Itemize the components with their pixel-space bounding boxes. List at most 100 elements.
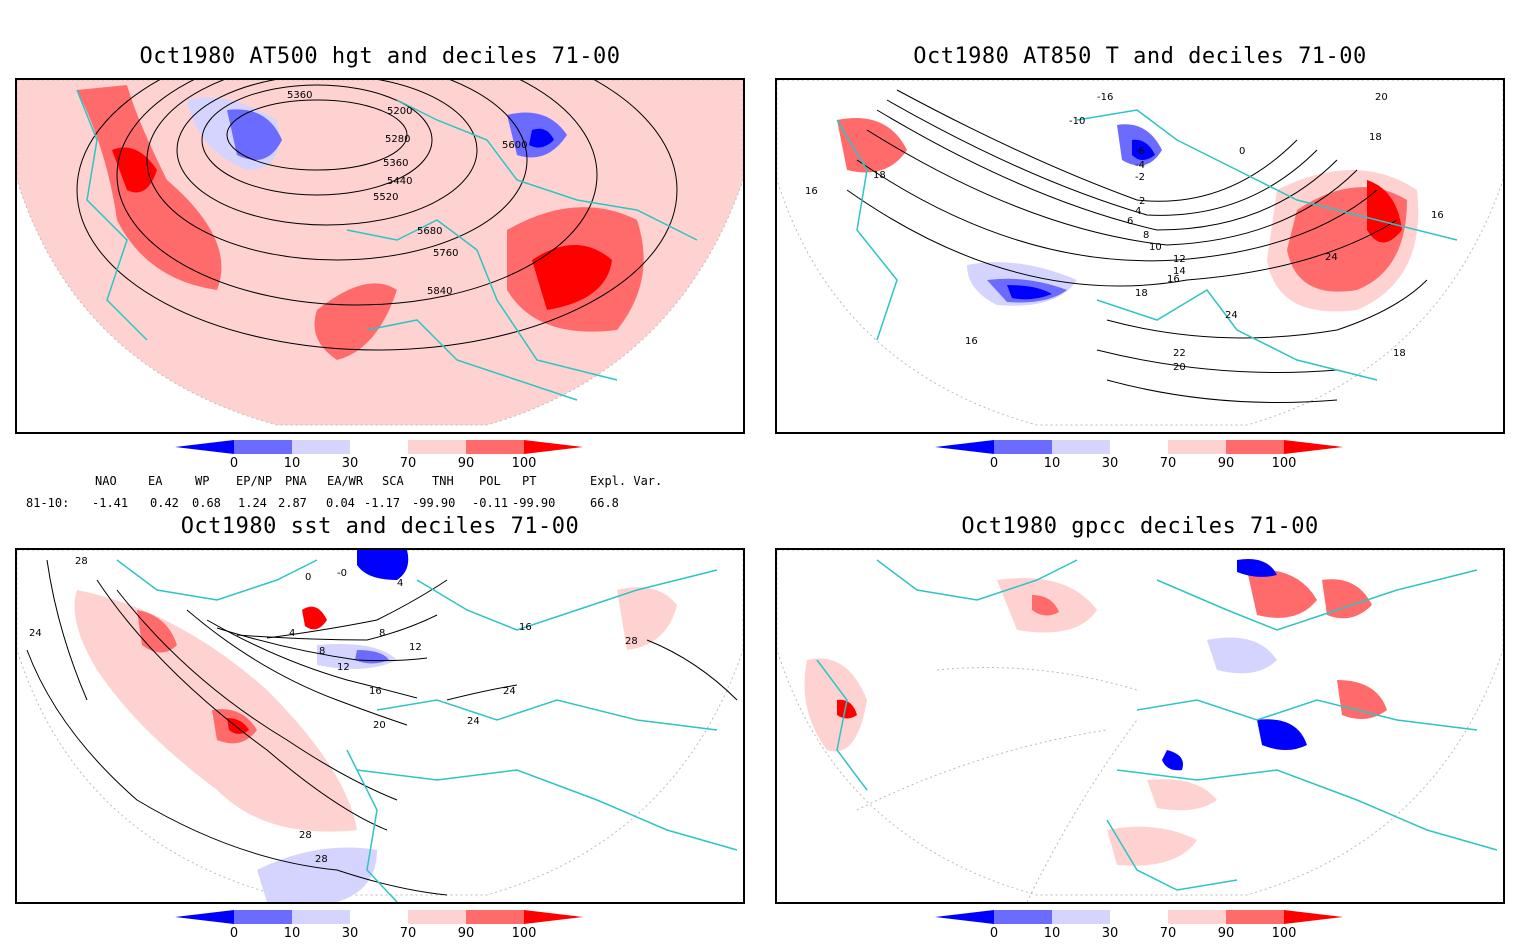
colorbar-swatch xyxy=(1284,440,1343,454)
contour-label: 0 xyxy=(1239,146,1245,157)
colorbar-tick: 0 xyxy=(989,926,999,941)
anomaly-strong-red xyxy=(302,606,327,630)
colorbar-swatch xyxy=(1110,440,1168,454)
index-value: 0.68 xyxy=(192,496,221,510)
colorbar-tick: 10 xyxy=(1043,456,1061,471)
anomaly-blue xyxy=(227,109,282,160)
index-value: 0.04 xyxy=(326,496,355,510)
contour-label: 4 xyxy=(1135,206,1141,217)
coastlines xyxy=(116,559,738,902)
contour-label: 12 xyxy=(337,662,350,673)
anomaly-red xyxy=(77,85,222,290)
colorbar-tick: 30 xyxy=(341,926,359,941)
contour-label: 16 xyxy=(965,336,978,347)
colorbar-tick: 10 xyxy=(1043,926,1061,941)
colorbar-swatch xyxy=(935,910,994,924)
colorbar-labels: 0 10 30 70 90 100 xyxy=(935,456,1355,472)
panel-title-sst: Oct1980 sst and deciles 71-00 xyxy=(180,514,580,539)
colorbar-swatch xyxy=(1226,910,1284,924)
colorbar-tick: 30 xyxy=(1101,926,1119,941)
index-value: -99.90 xyxy=(412,496,456,510)
colorbar: 0 10 30 70 90 100 xyxy=(175,438,595,474)
contour-label: 18 xyxy=(1369,132,1382,143)
contour-label: -16 xyxy=(1097,92,1113,103)
colorbar-swatches xyxy=(935,440,1343,454)
coastlines xyxy=(836,109,1458,381)
colorbar-tick: 70 xyxy=(1159,926,1177,941)
contour-label: 5360 xyxy=(383,158,408,169)
colorbar-swatch xyxy=(994,440,1052,454)
colorbar-swatch xyxy=(234,440,292,454)
colorbar-swatch xyxy=(350,910,408,924)
contour-label: 0 xyxy=(305,572,311,583)
index-header: EP/NP xyxy=(236,474,273,488)
colorbar-tick: 70 xyxy=(399,926,417,941)
index-value: -1.17 xyxy=(364,496,401,510)
contour-label: 8 xyxy=(379,628,385,639)
panel-title-gpcc: Oct1980 gpcc deciles 71-00 xyxy=(961,514,1319,539)
colorbar-swatch xyxy=(234,910,292,924)
index-value: 1.24 xyxy=(238,496,267,510)
colorbar-swatch xyxy=(1168,440,1226,454)
colorbar-tick: 90 xyxy=(1217,926,1235,941)
contour-label: 2 xyxy=(1139,196,1145,207)
colorbar-swatch xyxy=(408,440,466,454)
contour-label: 16 xyxy=(1431,210,1444,221)
contour-label: -10 xyxy=(1069,116,1085,127)
anomaly-strong-red xyxy=(227,718,249,734)
anomaly-strong-blue xyxy=(1007,285,1052,300)
index-value: -0.11 xyxy=(472,496,509,510)
contour-label: 5520 xyxy=(373,192,398,203)
colorbar-swatches xyxy=(935,910,1343,924)
colorbar-tick: 90 xyxy=(457,926,475,941)
colorbar-tick: 70 xyxy=(1159,456,1177,471)
contour-label: 12 xyxy=(409,642,422,653)
index-header: EA xyxy=(148,474,163,488)
contour-label: 20 xyxy=(1173,362,1186,373)
contour-label: 28 xyxy=(75,556,88,567)
contour-label: 12 xyxy=(1173,254,1186,265)
colorbar-tick: 90 xyxy=(1217,456,1235,471)
panel-title-t850: Oct1980 AT850 T and deciles 71-00 xyxy=(913,44,1367,69)
contour-label: 10 xyxy=(1149,242,1162,253)
contour-label: 16 xyxy=(519,622,532,633)
anomaly-strong-red xyxy=(112,147,157,193)
colorbar-swatch xyxy=(524,910,583,924)
colorbar-swatches xyxy=(175,440,583,454)
index-header: EA/WR xyxy=(327,474,364,488)
contour-label: -2 xyxy=(1135,172,1145,183)
index-value: 66.8 xyxy=(590,496,619,510)
coastlines xyxy=(816,559,1498,891)
index-header: SCA xyxy=(382,474,404,488)
anomaly-strong-red xyxy=(1367,180,1402,243)
colorbar-tick: 0 xyxy=(229,926,239,941)
contour-label: 6 xyxy=(1127,216,1133,227)
anomaly-red xyxy=(837,118,907,173)
contour-label: 5360 xyxy=(287,90,312,101)
colorbar-swatch xyxy=(1284,910,1343,924)
contour-label: 16 xyxy=(369,686,382,697)
anomaly-strong-red xyxy=(532,245,612,310)
colorbar-swatch xyxy=(1226,440,1284,454)
contour-label: 24 xyxy=(29,628,42,639)
colorbar-tick: 30 xyxy=(1101,456,1119,471)
index-value: -1.41 xyxy=(92,496,129,510)
contour-label: 5760 xyxy=(433,248,458,259)
colorbar-tick: 10 xyxy=(283,456,301,471)
colorbar-swatch xyxy=(1110,910,1168,924)
contour-label: 28 xyxy=(299,830,312,841)
colorbar-tick: 0 xyxy=(229,456,239,471)
index-value: 2.87 xyxy=(278,496,307,510)
contour-label: 8 xyxy=(319,646,325,657)
map-t850: -16 -10 -6 -4 -2 0 2 4 6 8 10 12 14 16 1… xyxy=(775,78,1505,434)
colorbar-tick: 70 xyxy=(399,456,417,471)
index-header: NAO xyxy=(95,474,117,488)
contour-label: 5680 xyxy=(417,226,442,237)
colorbar-tick: 30 xyxy=(341,456,359,471)
map-sst: 28 24 0 -0 4 8 12 16 20 24 24 28 28 28 4… xyxy=(15,548,745,904)
colorbar-tick: 0 xyxy=(989,456,999,471)
map-gpcc xyxy=(775,548,1505,904)
colorbar-labels: 0 10 30 70 90 100 xyxy=(935,926,1355,942)
contour-label: -6 xyxy=(1135,146,1145,157)
contour-label: 28 xyxy=(315,854,328,865)
